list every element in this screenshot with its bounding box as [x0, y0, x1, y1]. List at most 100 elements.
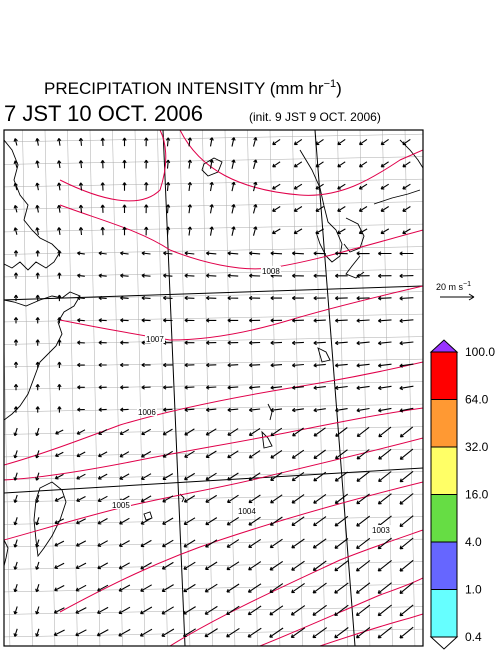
wind-arrow	[98, 273, 107, 278]
wind-arrow	[293, 161, 303, 168]
grid-line	[4, 426, 423, 435]
wind-arrow	[270, 340, 283, 345]
wind-arrow	[248, 561, 262, 571]
isobar-label: 1008	[262, 267, 280, 276]
wind-vectors	[13, 137, 414, 639]
colorbar-segment	[430, 446, 458, 495]
isobar-line	[59, 481, 423, 613]
wind-arrow	[100, 226, 105, 236]
wind-arrow	[162, 318, 173, 323]
wind-arrow	[358, 228, 368, 235]
wind-arrow	[120, 385, 129, 390]
wind-arrow	[78, 227, 84, 236]
wind-arrow	[334, 363, 348, 368]
wind-arrow	[291, 273, 304, 278]
wind-arrow	[141, 318, 151, 323]
wind-arrow	[291, 471, 305, 482]
wind-arrow	[312, 627, 328, 639]
wind-arrow	[313, 427, 326, 437]
grid-line	[4, 156, 423, 165]
wind-arrow	[335, 408, 348, 413]
wind-arrow	[13, 539, 18, 548]
isobar-label: 1005	[112, 501, 130, 510]
wind-arrow	[77, 251, 85, 256]
wind-arrow	[334, 471, 348, 482]
wind-arrow	[334, 604, 349, 616]
grid-line	[247, 130, 258, 646]
isobar-contours	[4, 130, 423, 646]
map-title: PRECIPITATION INTENSITY (mm hr−1)	[44, 78, 342, 98]
wind-arrow	[269, 627, 284, 638]
wind-arrow	[204, 583, 218, 593]
wind-arrow	[380, 206, 389, 212]
grid-line	[4, 538, 423, 548]
wind-arrow	[120, 318, 129, 323]
wind-arrow	[209, 226, 214, 236]
wind-arrow	[162, 517, 174, 525]
wind-arrow	[35, 160, 40, 169]
wind-arrow	[183, 539, 196, 548]
wind-arrow	[377, 296, 392, 301]
coastline	[373, 189, 421, 205]
wind-arrow	[248, 363, 261, 368]
wind-arrow	[269, 538, 283, 549]
colorbar-segment	[430, 399, 458, 448]
grid-line	[157, 130, 168, 646]
map-title-close: )	[336, 79, 342, 98]
grid-line	[134, 130, 146, 646]
wind-arrow	[335, 273, 348, 278]
wind-arrow	[315, 183, 324, 190]
wind-arrow	[57, 294, 62, 302]
wind-arrow	[248, 295, 261, 301]
wind-arrow	[399, 559, 414, 572]
wind-arrow	[313, 251, 326, 256]
isobar-label: 1006	[138, 408, 156, 417]
wind-arrow	[231, 181, 236, 192]
wind-arrow	[205, 340, 217, 345]
wind-arrow	[227, 472, 239, 481]
wind-arrow	[355, 560, 371, 572]
wind-arrow	[100, 204, 105, 213]
wind-arrow	[269, 560, 284, 571]
wind-arrow	[184, 450, 195, 458]
grid-line	[179, 130, 191, 646]
wind-arrow	[54, 585, 65, 592]
wind-arrow	[337, 183, 346, 190]
grid-line	[4, 493, 423, 503]
wind-arrow	[252, 203, 258, 214]
colorbar-label: 100.0	[465, 345, 495, 359]
wind-arrow	[272, 206, 281, 212]
wind-arrow	[35, 272, 40, 279]
wind-arrow	[399, 582, 414, 594]
grid-line	[337, 130, 348, 646]
wind-arrow	[118, 540, 130, 547]
wind-arrow	[227, 407, 239, 413]
isobar-label: 1007	[146, 335, 164, 344]
wind-arrow	[35, 584, 40, 593]
grid-line	[4, 448, 423, 458]
wind-arrow	[98, 318, 107, 323]
wind-arrow	[184, 295, 195, 301]
wind-arrow	[13, 182, 18, 191]
wind-arrow	[35, 339, 40, 346]
wind-arrow	[270, 363, 283, 368]
wind-arrow	[100, 159, 105, 169]
wind-arrow	[162, 407, 173, 412]
wind-arrow	[291, 385, 304, 390]
wind-arrow	[272, 228, 281, 235]
wind-arrow	[13, 227, 18, 235]
wind-arrow	[270, 318, 283, 323]
wind-arrow	[315, 228, 324, 235]
wind-arrow	[98, 362, 107, 368]
colorbar-under-triangle	[429, 636, 459, 650]
wind-arrow	[337, 206, 346, 212]
wind-arrow	[269, 605, 284, 616]
wind-arrow	[313, 385, 326, 390]
wind-arrow	[122, 159, 127, 169]
wind-arrow	[270, 494, 283, 504]
isobar-label-bg	[145, 334, 165, 343]
wind-arrow	[209, 181, 214, 192]
wind-arrow	[75, 562, 87, 570]
wind-arrow	[209, 137, 214, 147]
wind-arrow	[144, 182, 149, 191]
